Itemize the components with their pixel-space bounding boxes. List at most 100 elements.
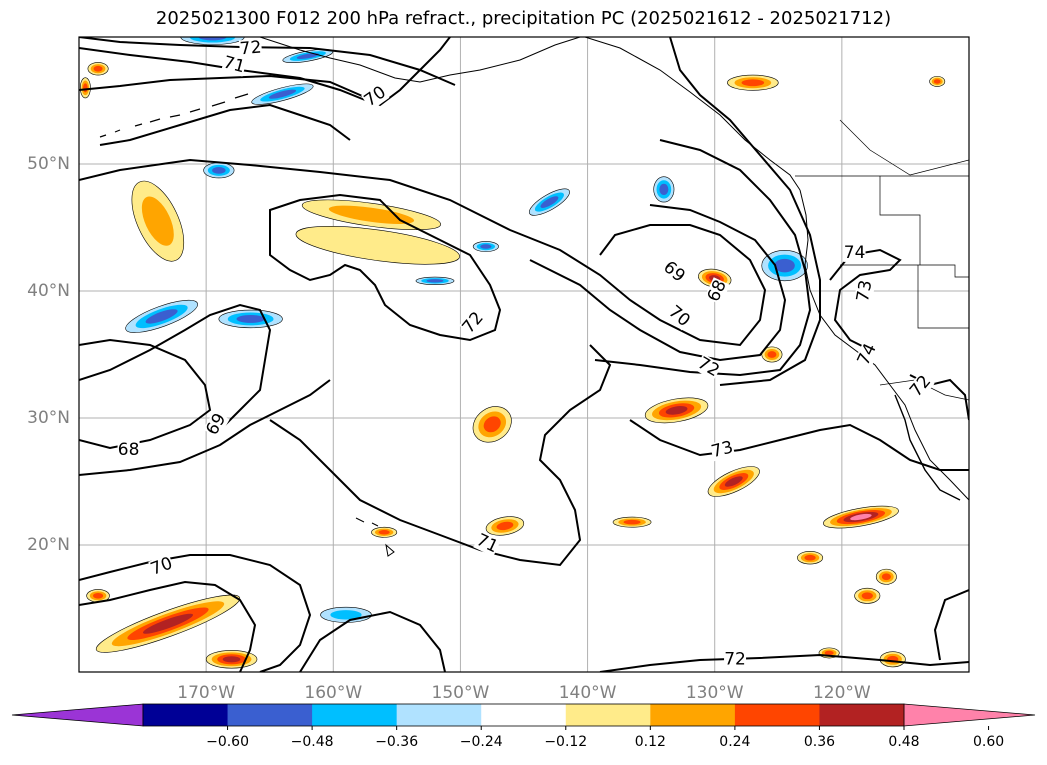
- colorbar-tick-label: 0.12: [635, 734, 666, 750]
- contour-label: 72: [724, 649, 746, 669]
- coastline-alaska: [259, 37, 581, 83]
- lon-tick-label: 150°W: [432, 683, 490, 703]
- colorbar-tick-label: −0.48: [291, 734, 334, 750]
- precip-level: [881, 573, 891, 581]
- precip-level: [296, 53, 319, 60]
- lon-tick-label: 120°W: [813, 683, 871, 703]
- colorbar-extend-min: [11, 703, 144, 727]
- precip-level: [540, 196, 559, 208]
- precip-level: [93, 65, 103, 72]
- precip-feature: [295, 226, 460, 265]
- lon-tick-label: 160°W: [304, 683, 362, 703]
- colorbar-tick-label: −0.12: [544, 734, 587, 750]
- contour-70-north: [79, 37, 451, 107]
- coastline-alaska-panhandle: [584, 37, 801, 191]
- precip-level: [328, 205, 415, 224]
- precip-level: [145, 309, 178, 324]
- colorbar-bin: [396, 704, 482, 726]
- contour-alaska-loop: [99, 103, 351, 146]
- precip-feature: [125, 299, 198, 333]
- colorbar-bin: [227, 704, 313, 726]
- precip-level: [268, 89, 297, 99]
- contour-label: 73: [853, 279, 876, 304]
- contour-69-wave: [79, 379, 331, 476]
- precip-level: [824, 650, 834, 656]
- contour-69-west: [79, 303, 272, 431]
- precip-feature: [251, 83, 314, 105]
- precip-feature: [528, 188, 570, 216]
- precip-feature: [79, 77, 91, 99]
- precip-level: [483, 416, 501, 433]
- lat-tick-label: 40°N: [27, 281, 70, 301]
- map-frame: [78, 36, 970, 673]
- precip-level: [198, 37, 227, 41]
- precip-level: [92, 592, 104, 599]
- precip-level: [933, 79, 941, 84]
- contour-70-south: [79, 554, 312, 672]
- contour-72-low: [594, 139, 812, 377]
- contour-73-east-loop: [933, 589, 969, 661]
- baja-california: [894, 394, 961, 501]
- precip-feature: [87, 62, 109, 76]
- contour-71-south: [79, 580, 257, 672]
- precip-feature: [875, 568, 897, 585]
- precip-level: [659, 183, 669, 196]
- precip-level: [83, 83, 88, 93]
- contour-73-coast: [669, 37, 821, 386]
- precip-level: [741, 79, 765, 87]
- precip-feature: [854, 587, 881, 604]
- colorbar-bin: [565, 704, 651, 726]
- precip-level: [850, 513, 872, 521]
- border-canada-province: [839, 119, 969, 176]
- precip-level: [141, 196, 174, 246]
- colorbar-tick-label: 0.60: [973, 734, 1004, 750]
- precip-feature: [472, 241, 499, 252]
- precip-feature: [485, 516, 525, 536]
- precip-feature: [727, 74, 779, 91]
- precip-level: [222, 656, 241, 663]
- colorbar-bin: [312, 704, 398, 726]
- precip-feature: [929, 76, 946, 87]
- border-states: [840, 176, 969, 329]
- precip-feature: [218, 309, 283, 329]
- precip-level: [143, 613, 193, 634]
- precip-feature: [415, 276, 455, 285]
- precip-feature: [320, 606, 372, 623]
- lon-tick-label: 170°W: [177, 683, 235, 703]
- precip-level: [480, 244, 492, 249]
- precip-feature: [761, 346, 783, 363]
- colorbar-tick-label: 0.24: [719, 734, 750, 750]
- precip-feature: [203, 162, 235, 179]
- precipitation-layer: [79, 37, 946, 669]
- precip-level: [212, 166, 226, 174]
- precip-feature: [282, 49, 334, 64]
- lon-tick-label: 130°W: [686, 683, 744, 703]
- precip-feature: [371, 526, 398, 538]
- precip-level: [623, 519, 641, 525]
- precip-level: [378, 530, 390, 535]
- precip-level: [496, 521, 514, 531]
- precip-level: [665, 406, 688, 415]
- colorbar-tick-label: −0.60: [206, 734, 249, 750]
- precip-level: [330, 610, 362, 620]
- contour-73-central: [629, 419, 969, 471]
- contour-72-inner-ridge: [269, 193, 502, 342]
- longitude-labels: 170°W 160°W 150°W 140°W 130°W 120°W: [177, 683, 871, 703]
- aleutian-islands: [99, 93, 249, 138]
- precip-level: [767, 351, 777, 358]
- colorbar-tick-label: −0.24: [460, 734, 503, 750]
- lon-tick-label: 140°W: [559, 683, 617, 703]
- contour-72-southeast-loop: [299, 610, 446, 672]
- colorbar-tick-label: 0.36: [804, 734, 835, 750]
- precip-feature: [879, 651, 906, 668]
- colorbar-bin: [481, 704, 567, 726]
- precip-feature: [644, 397, 709, 424]
- hawaii-islands: [355, 517, 395, 557]
- precip-feature: [797, 551, 824, 565]
- precip-feature: [823, 505, 899, 529]
- gridlines: [79, 37, 969, 672]
- precip-level: [804, 554, 816, 561]
- precip-feature: [707, 466, 760, 497]
